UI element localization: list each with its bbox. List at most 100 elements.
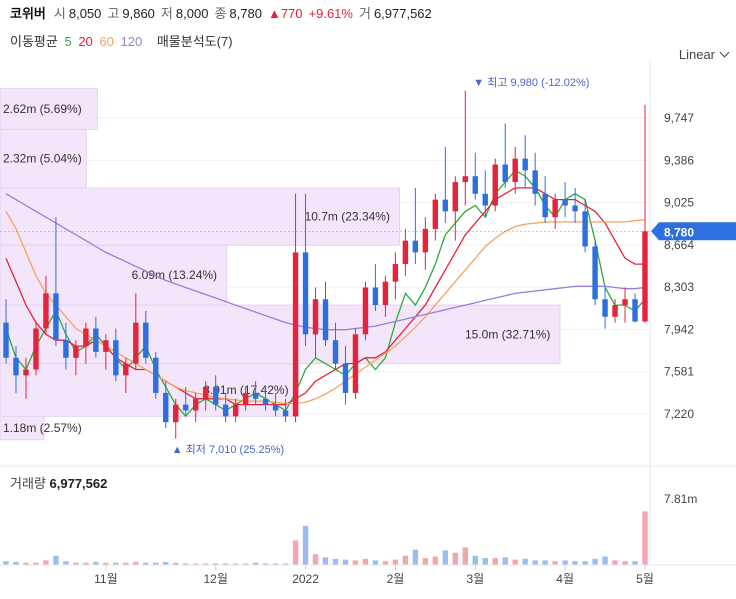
candle-body bbox=[342, 363, 349, 393]
candle-body bbox=[412, 240, 419, 253]
volume-bar bbox=[143, 562, 149, 565]
volume-bar bbox=[23, 562, 29, 565]
current-price-label: 8,780 bbox=[664, 225, 694, 239]
candle-body bbox=[452, 182, 459, 212]
candle-body bbox=[43, 293, 49, 329]
ma-line-60 bbox=[5, 211, 646, 405]
candle-body bbox=[642, 231, 648, 322]
volume-bar bbox=[232, 563, 239, 565]
candle-body bbox=[252, 392, 259, 399]
x-tick-label: 2월 bbox=[387, 572, 405, 586]
volume-bar bbox=[632, 561, 638, 565]
volume-bar bbox=[292, 540, 299, 565]
candle-body bbox=[472, 176, 478, 194]
candle-body bbox=[492, 164, 498, 206]
volume-profile-label[interactable]: 매물분석도(7) bbox=[156, 34, 233, 49]
low-label: 저 bbox=[160, 6, 173, 21]
volume-bar bbox=[33, 562, 39, 565]
volume-bar bbox=[412, 549, 419, 565]
candle-body bbox=[592, 246, 598, 300]
candle-body bbox=[482, 193, 488, 206]
x-tick-label: 12월 bbox=[204, 572, 228, 586]
candle-body bbox=[582, 211, 588, 247]
change-percent: +9.61% bbox=[308, 6, 353, 21]
candle-body bbox=[512, 158, 518, 183]
volume-bar bbox=[53, 555, 59, 565]
candle-body bbox=[432, 199, 439, 229]
volume-bar bbox=[252, 562, 259, 565]
candle-body bbox=[113, 340, 119, 376]
volume-bar bbox=[552, 561, 558, 565]
candle-body bbox=[103, 340, 109, 352]
volume-profile-band bbox=[0, 187, 401, 246]
volume-profile-label: 6.09m (13.24%) bbox=[132, 268, 217, 282]
ma-20: 20 bbox=[78, 34, 93, 49]
x-tick-label: 4월 bbox=[556, 572, 574, 586]
candle-body bbox=[93, 328, 99, 352]
x-tick-label: 3월 bbox=[466, 572, 484, 586]
candle-body bbox=[402, 240, 409, 265]
volume-bar bbox=[302, 525, 309, 565]
volume-bar bbox=[93, 561, 99, 565]
candle-body bbox=[622, 299, 628, 306]
volume-bar bbox=[332, 558, 339, 565]
volume-bar bbox=[63, 561, 69, 565]
y-tick-label: 9,747 bbox=[664, 111, 694, 125]
volume-bar bbox=[123, 562, 129, 565]
volume-bar bbox=[262, 563, 269, 565]
candle-body bbox=[242, 392, 249, 405]
scale-toggle[interactable]: Linear bbox=[679, 47, 730, 62]
volume-bar bbox=[422, 558, 429, 565]
candle-body bbox=[3, 322, 9, 358]
candle-body bbox=[392, 264, 399, 282]
moving-average-legend[interactable]: 이동평균 5 20 60 120 매물분석도(7) bbox=[10, 31, 236, 50]
candle-body bbox=[173, 404, 179, 423]
volume-panel-title: 거래량 bbox=[10, 476, 46, 491]
candle-body bbox=[422, 228, 429, 253]
close-value: 8,780 bbox=[229, 6, 262, 21]
candle-body bbox=[572, 205, 578, 212]
candle-body bbox=[13, 357, 19, 376]
candle-body bbox=[292, 252, 299, 417]
candle-body bbox=[73, 346, 79, 358]
open-label: 시 bbox=[53, 6, 66, 21]
candle-body bbox=[332, 340, 339, 364]
volume-bar bbox=[382, 561, 389, 565]
volume-bar bbox=[542, 560, 548, 565]
volume-profile-label: 2.62m (5.69%) bbox=[3, 102, 82, 116]
candle-body bbox=[133, 322, 139, 364]
volume-profile-label: 15.0m (32.71%) bbox=[465, 327, 550, 341]
candle-body bbox=[282, 410, 289, 417]
volume-bar bbox=[612, 560, 618, 565]
candle-body bbox=[212, 387, 219, 405]
candle-body bbox=[63, 340, 69, 358]
stock-summary: 코위버 시 8,050 고 9,860 저 8,000 종 8,780 ▲770… bbox=[10, 3, 438, 21]
volume-profile-band bbox=[0, 128, 87, 189]
candle-body bbox=[222, 404, 229, 417]
candle-body bbox=[23, 369, 29, 376]
volume-bar bbox=[492, 558, 498, 565]
candle-body bbox=[33, 328, 39, 370]
candle-body bbox=[202, 387, 209, 399]
candle-body bbox=[272, 404, 279, 411]
volume-bar bbox=[512, 559, 518, 565]
volume-bar bbox=[173, 562, 179, 565]
volume-label: 거 bbox=[358, 6, 371, 21]
volume-bar bbox=[362, 558, 369, 565]
volume-bar bbox=[582, 561, 588, 565]
volume-bar bbox=[153, 562, 159, 565]
volume-bar bbox=[133, 561, 139, 565]
y-tick-label: 9,386 bbox=[664, 153, 694, 167]
ma-5: 5 bbox=[64, 34, 72, 49]
min-annotation: ▲ 최저 7,010 (25.25%) bbox=[172, 443, 284, 456]
candle-body bbox=[632, 299, 638, 322]
volume-bar bbox=[532, 560, 538, 565]
volume-bar bbox=[113, 562, 119, 565]
candle-body bbox=[562, 199, 568, 206]
candle-body bbox=[372, 287, 379, 306]
candle-body bbox=[312, 299, 319, 335]
ma-120: 120 bbox=[120, 34, 143, 49]
y-tick-label: 7,942 bbox=[664, 322, 694, 336]
volume-bar bbox=[43, 560, 49, 565]
